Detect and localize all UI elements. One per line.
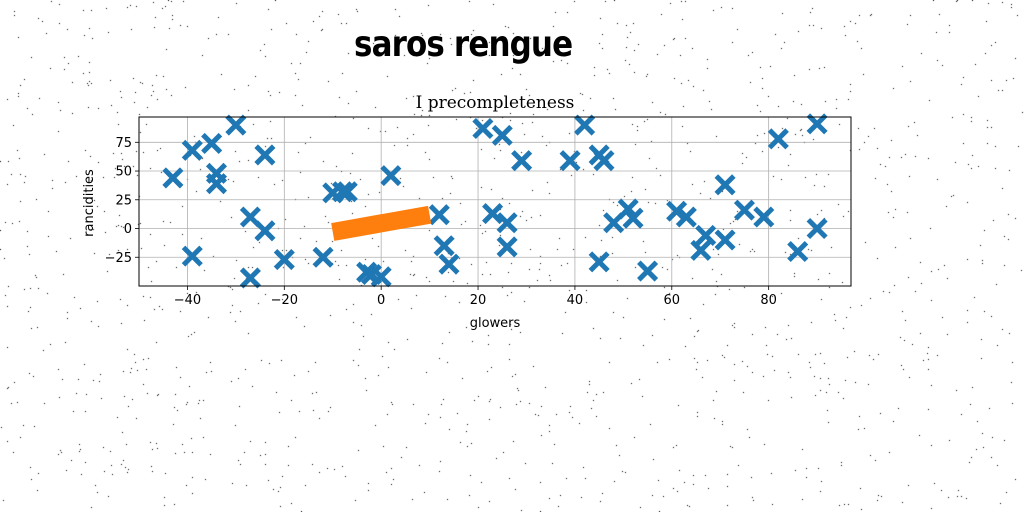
axis-ticks: −40 −20 0 20 40 60 80 −25 0 25 50 75 (105, 136, 777, 308)
scatter-point (496, 236, 518, 258)
scatter-point (733, 199, 755, 221)
scatter-point (205, 173, 228, 195)
scatter-point (637, 260, 659, 282)
scatter-point (239, 206, 261, 228)
chart-title: I precompleteness (416, 93, 575, 113)
scatter-point (273, 249, 295, 271)
y-axis-label: rancidities (82, 169, 97, 237)
scatter-point (438, 253, 460, 275)
scatter-point (714, 229, 736, 251)
scatter-point (588, 251, 610, 273)
plot-frame (138, 116, 852, 287)
scatter-point (666, 200, 688, 222)
scatter-point (181, 139, 203, 161)
y-tick-label: 50 (115, 165, 132, 180)
scatter-point (254, 220, 276, 242)
x-tick-label: 0 (377, 293, 385, 308)
scatter-point (753, 206, 775, 228)
scatter-point (472, 117, 494, 140)
scatter-point (617, 198, 639, 220)
scatter-point (312, 246, 334, 268)
scatter-point (559, 150, 581, 172)
y-tick-label: 0 (124, 222, 132, 237)
scatter-point (714, 174, 736, 196)
line-series (331, 205, 432, 241)
scatter-point (806, 113, 828, 135)
scatter-point (428, 204, 450, 226)
scatter-point (239, 267, 261, 289)
x-tick-label: 80 (760, 293, 777, 308)
scatter-point (574, 114, 596, 136)
scatter-point (806, 217, 828, 240)
scatter-point (695, 224, 717, 246)
scatter-point (603, 212, 625, 234)
scatter-point (482, 203, 504, 225)
figure-suptitle: saros rengue (354, 24, 573, 65)
scatter-point (331, 181, 353, 203)
x-axis-label: glowers (470, 316, 521, 331)
y-tick-label: −25 (105, 251, 132, 266)
scatter-point (787, 240, 809, 263)
y-tick-label: 75 (115, 136, 132, 151)
scatter-point (254, 144, 276, 166)
x-tick-label: −20 (271, 293, 298, 308)
scatter-point (491, 124, 513, 146)
scatter-point (336, 181, 358, 203)
scatter-point (370, 266, 392, 288)
scatter-point (380, 165, 402, 187)
scatter-point (496, 212, 518, 234)
scatter-point (511, 150, 533, 172)
scatter-point (622, 207, 644, 229)
x-tick-label: 20 (470, 293, 487, 308)
x-tick-label: −40 (174, 293, 201, 308)
data-series (162, 113, 828, 289)
y-tick-label: 25 (115, 193, 132, 208)
scatter-point (162, 167, 184, 189)
scatter-point (433, 235, 455, 257)
scatter-point (675, 206, 697, 228)
scatter-point (690, 239, 712, 261)
x-tick-label: 60 (664, 293, 681, 308)
scatter-point (201, 132, 223, 154)
scatter-point (593, 150, 615, 172)
x-tick-label: 40 (567, 293, 584, 308)
scatter-point (225, 114, 247, 136)
scatter-point (181, 245, 203, 267)
scatter-point (767, 128, 789, 150)
